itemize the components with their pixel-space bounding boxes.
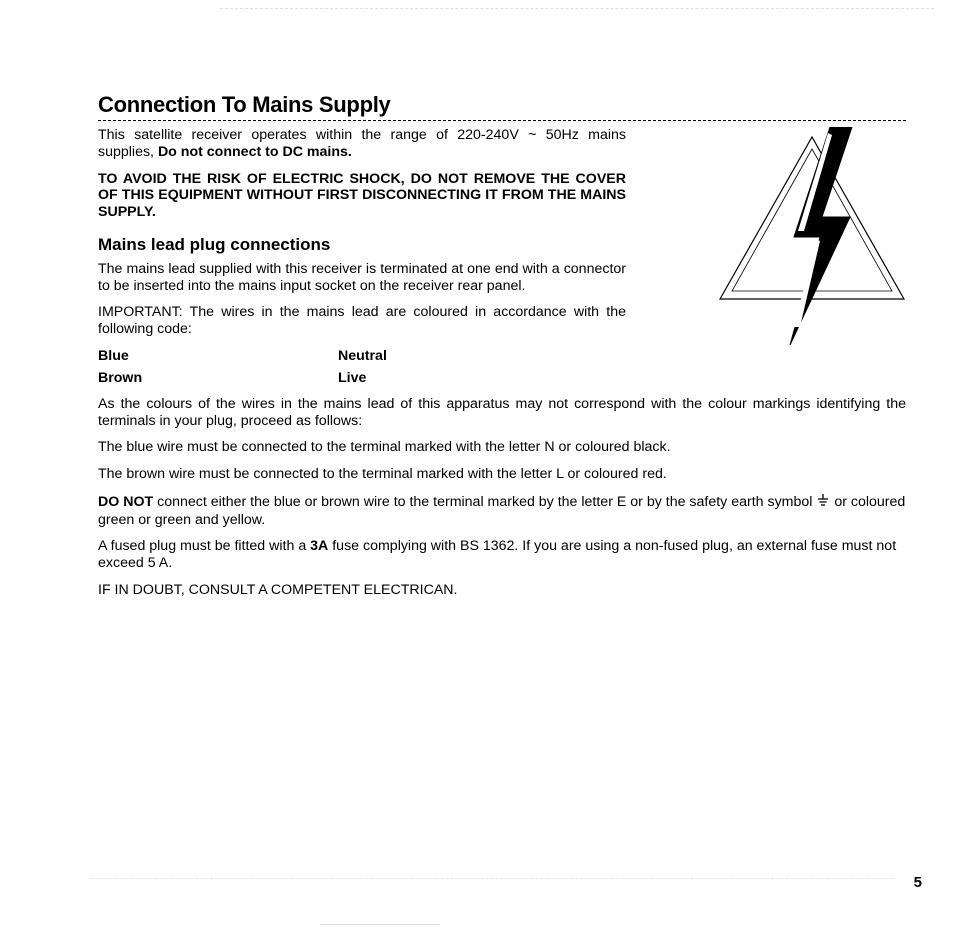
title-underline: Connection To Mains Supply xyxy=(98,92,906,121)
content-wrap: This satellite receiver operates within … xyxy=(98,127,906,599)
wire-row-blue: Blue Neutral xyxy=(98,348,626,364)
fuse-paragraph: A fused plug must be fitted with a 3A fu… xyxy=(98,538,906,572)
fuse-bold: 3A xyxy=(310,538,328,554)
doubt-paragraph: IF IN DOUBT, CONSULT A COMPETENT ELECTRI… xyxy=(98,582,906,599)
donot-paragraph: DO NOT connect either the blue or brown … xyxy=(98,493,906,529)
wire-role: Live xyxy=(338,370,366,386)
scan-artifact-bottom-1 xyxy=(90,878,894,879)
mains-lead-heading: Mains lead plug connections xyxy=(98,235,626,255)
wire-colour: Brown xyxy=(98,370,338,386)
fuse-text-1: A fused plug must be fitted with a xyxy=(98,538,310,554)
important-paragraph: IMPORTANT: The wires in the mains lead a… xyxy=(98,304,626,338)
donot-text-1: connect either the blue or brown wire to… xyxy=(153,494,816,510)
wire-role: Neutral xyxy=(338,348,387,364)
left-column: This satellite receiver operates within … xyxy=(98,127,626,386)
wire-row-brown: Brown Live xyxy=(98,370,626,386)
lead-paragraph: The mains lead supplied with this receiv… xyxy=(98,261,626,295)
donot-bold: DO NOT xyxy=(98,494,153,510)
wire-colour: Blue xyxy=(98,348,338,364)
intro-bold: Do not connect to DC mains. xyxy=(158,144,352,160)
earth-icon xyxy=(816,493,830,512)
shock-warning-text: TO AVOID THE RISK OF ELECTRIC SHOCK, DO … xyxy=(98,171,626,221)
brown-wire-paragraph: The brown wire must be connected to the … xyxy=(98,466,906,483)
intro-paragraph: This satellite receiver operates within … xyxy=(98,127,626,161)
page-content: Connection To Mains Supply This satellit… xyxy=(98,92,906,609)
scan-artifact-bottom-2 xyxy=(320,924,440,925)
shock-warning-icon xyxy=(712,127,912,347)
page-title: Connection To Mains Supply xyxy=(98,92,906,120)
blue-wire-paragraph: The blue wire must be connected to the t… xyxy=(98,439,906,456)
colours-paragraph: As the colours of the wires in the mains… xyxy=(98,396,906,430)
page-number: 5 xyxy=(914,874,922,891)
scan-artifact-top xyxy=(220,8,934,9)
